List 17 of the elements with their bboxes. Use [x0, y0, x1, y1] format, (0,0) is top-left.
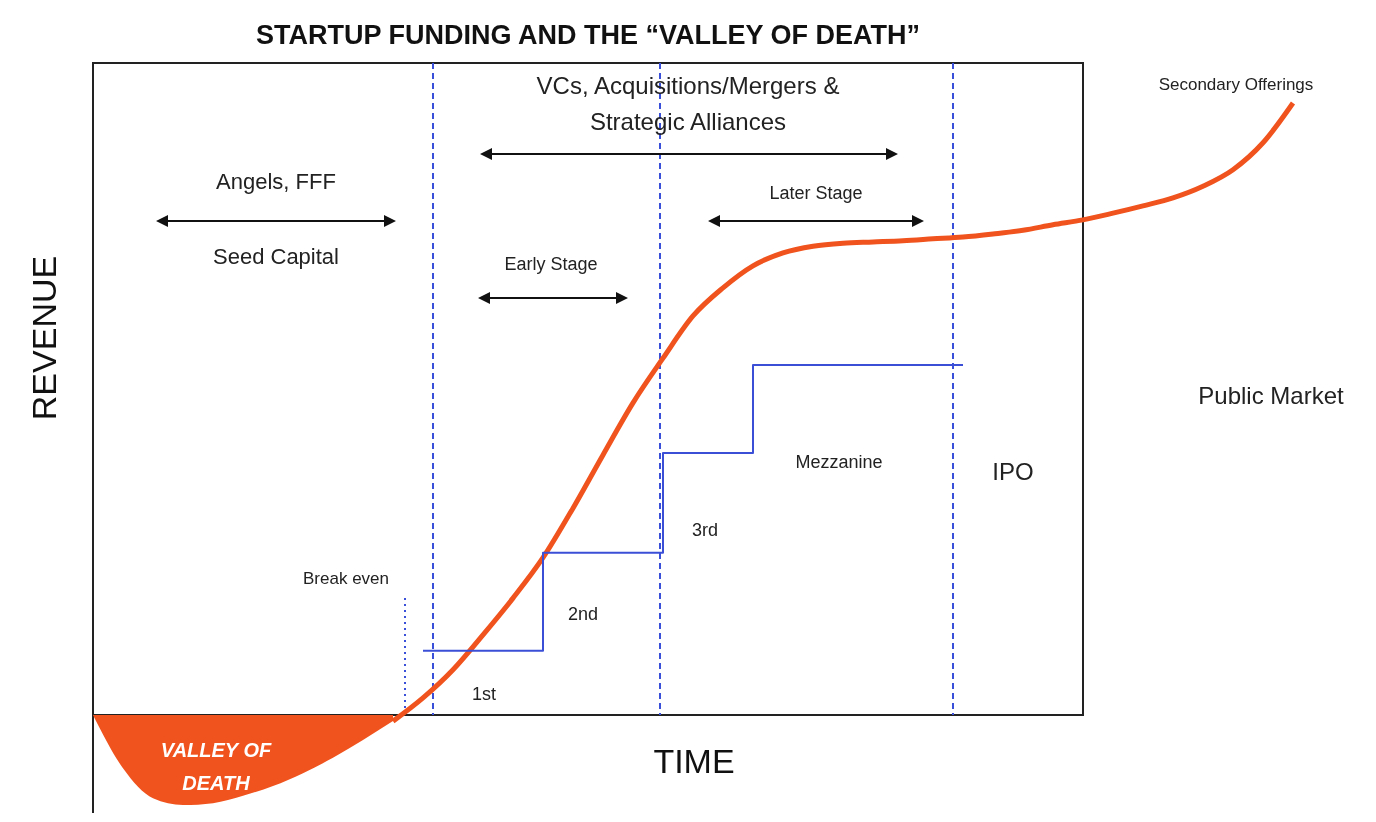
text: Secondary Offerings	[1158, 75, 1314, 94]
annotation: 1st	[471, 684, 497, 704]
annotation: Later Stage	[769, 183, 863, 203]
annotation: IPO	[992, 458, 1034, 485]
annotation: Early Stage	[504, 254, 598, 274]
y-axis-title: REVENUE	[25, 255, 63, 421]
annotation: 3rd	[691, 520, 719, 540]
annotation: Angels, FFF	[216, 169, 336, 194]
annotation: VALLEY OF DEATH	[160, 739, 272, 794]
chart-title: STARTUP FUNDING AND THE “VALLEY OF DEATH”	[255, 20, 921, 50]
annotation: Break even	[303, 569, 389, 588]
annotation: Mezzanine	[795, 452, 883, 472]
annotation: Seed Capital	[213, 244, 339, 269]
annotation: Public Market	[1198, 382, 1345, 409]
annotation: VCs, Acquisitions/Mergers & Strategic Alliances	[536, 72, 840, 135]
annotation: 2nd	[567, 604, 599, 624]
x-axis-title: TIME	[653, 742, 735, 780]
